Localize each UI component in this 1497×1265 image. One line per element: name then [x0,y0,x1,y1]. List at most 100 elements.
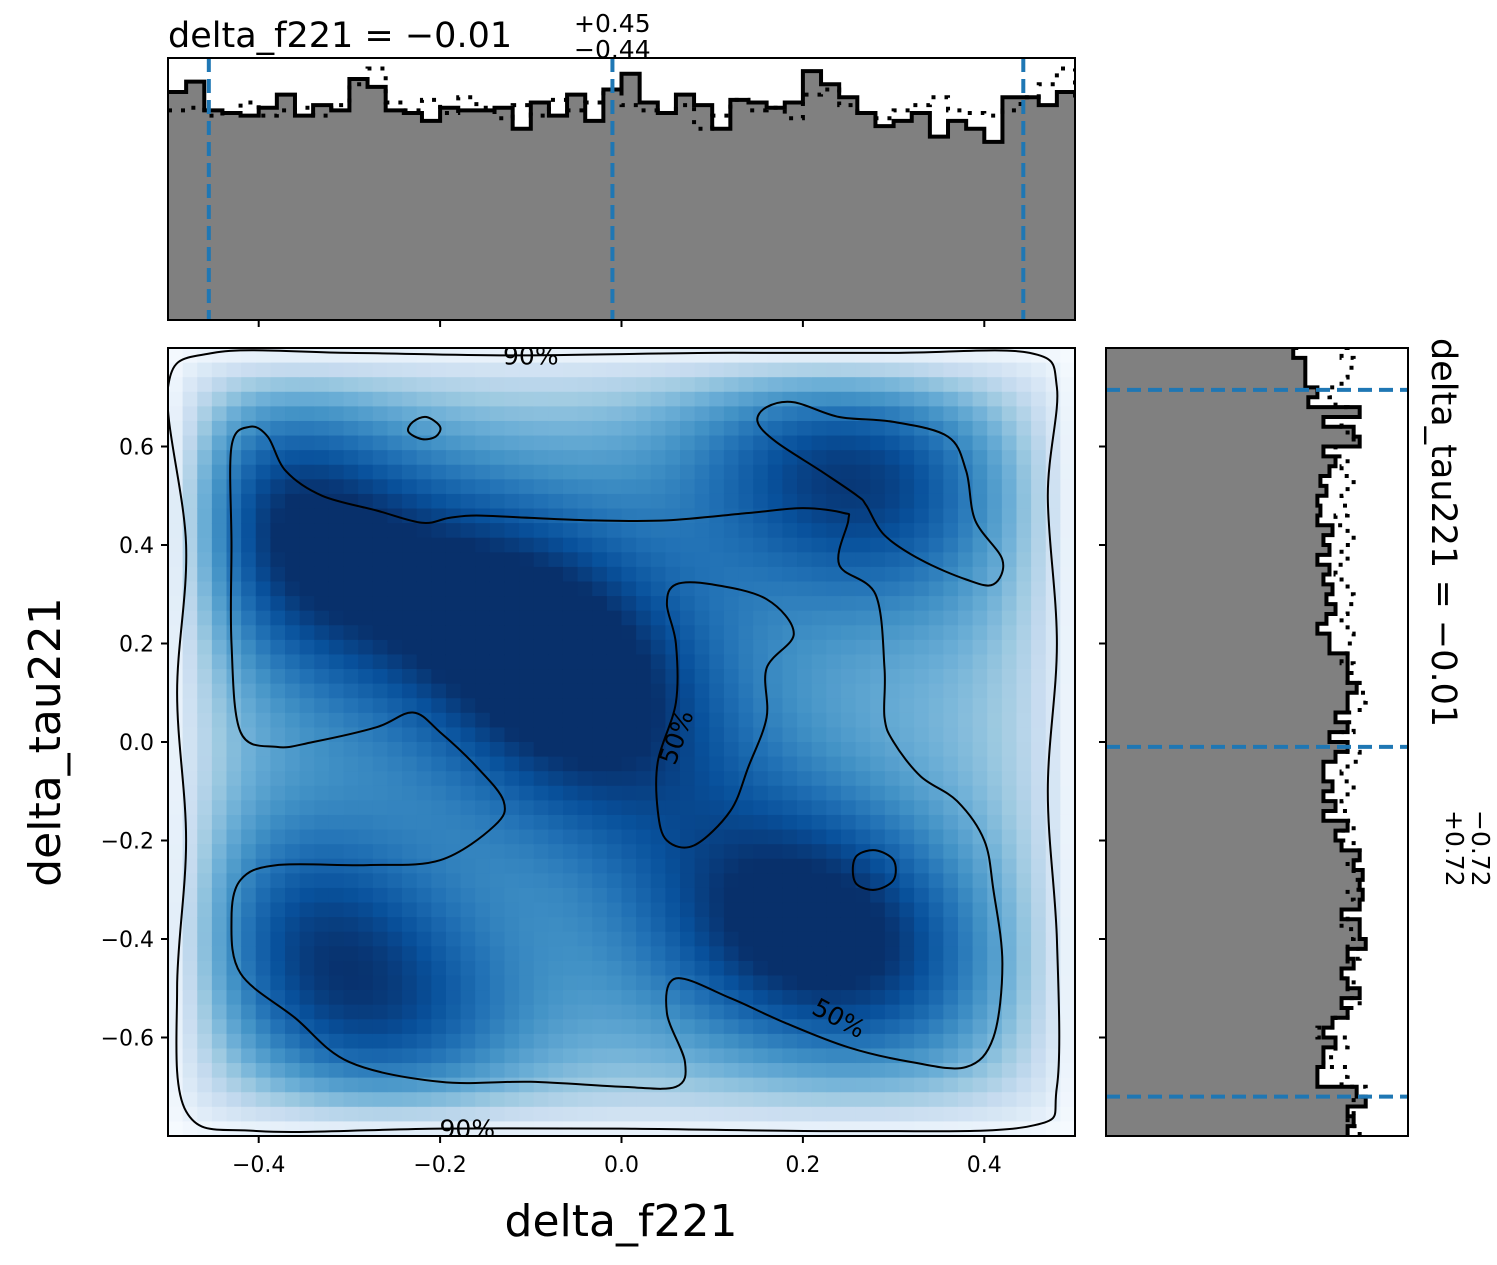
heatmap-cell [358,990,374,1006]
heatmap-cell [855,362,871,378]
heatmap-cell [519,625,535,641]
heatmap-cell [884,683,901,699]
heatmap-cell [943,800,959,816]
heatmap-cell [694,785,710,801]
heatmap-cell [914,800,930,816]
heatmap-cell [621,698,637,714]
heatmap-cell [182,625,198,641]
heatmap-cell [577,917,593,933]
heatmap-cell [1016,990,1032,1006]
heatmap-cell [431,917,447,933]
heatmap-cell [402,990,418,1006]
heatmap-cell [475,581,491,597]
heatmap-cell [709,1033,725,1050]
heatmap-cell [299,1019,315,1035]
heatmap-cell [445,654,462,670]
heatmap-cell [592,902,608,918]
heatmap-cell [548,1004,564,1020]
heatmap-cell [372,1019,389,1035]
heatmap-cell [767,800,784,816]
heatmap-cell [285,887,301,904]
heatmap-cell [533,552,549,568]
heatmap-cell [270,581,286,597]
heatmap-cell [197,771,213,787]
heatmap-cell [826,1004,842,1020]
heatmap-cell [182,1092,198,1108]
heatmap-cell [797,931,813,947]
heatmap-cell [533,785,549,801]
heatmap-cell [402,450,418,466]
heatmap-cell [372,946,389,962]
heatmap-cell [533,887,549,904]
heatmap-cell [416,523,432,539]
heatmap-cell [680,537,696,553]
heatmap-cell [884,1077,901,1093]
heatmap-cell [723,902,740,918]
heatmap-cell [562,654,579,670]
heatmap-cell [519,873,535,889]
heatmap-cell [870,537,886,553]
heatmap-cell [533,1092,549,1108]
heatmap-cell [211,1092,228,1108]
heatmap-cell [504,406,520,422]
heatmap-cell [855,917,871,933]
heatmap-cell [957,990,974,1006]
heatmap-cell [826,756,842,772]
heatmap-cell [840,727,857,743]
heatmap-cell [489,450,506,466]
heatmap-cell [680,902,696,918]
heatmap-cell [943,990,959,1006]
heatmap-cell [592,931,608,947]
heatmap-cell [636,785,652,801]
heatmap-cell [621,566,637,583]
heatmap-cell [562,581,579,597]
heatmap-cell [504,917,520,933]
heatmap-cell [899,464,915,480]
heatmap-cell [709,800,725,816]
heatmap-cell [972,1004,988,1020]
heatmap-cell [328,931,345,947]
heatmap-cell [1016,931,1032,947]
heatmap-cell [182,873,198,889]
heatmap-cell [987,742,1003,758]
heatmap-cell [489,596,506,612]
heatmap-cell [797,756,813,772]
heatmap-cell [972,493,988,510]
heatmap-cell [562,814,579,831]
heatmap-cell [358,1033,374,1050]
density-heatmap [168,348,1075,1136]
heatmap-cell [972,917,988,933]
heatmap-cell [416,479,432,495]
heatmap-cell [606,873,623,889]
heatmap-cell [957,1121,974,1136]
heatmap-cell [241,814,257,831]
heatmap-cell [694,391,710,407]
heatmap-cell [533,654,549,670]
heatmap-cell [723,975,740,991]
heatmap-cell [870,610,886,626]
heatmap-cell [914,756,930,772]
heatmap-cell [168,537,184,553]
heatmap-cell [475,523,491,539]
x-tick-label: −0.2 [413,1153,466,1178]
heatmap-cell [811,902,827,918]
heatmap-cell [621,537,637,553]
heatmap-cell [987,785,1003,801]
heatmap-cell [972,742,988,758]
heatmap-cell [694,1019,710,1035]
heatmap-cell [475,1063,491,1079]
heatmap-cell [343,1004,359,1020]
heatmap-cell [650,362,666,378]
heatmap-cell [299,362,315,378]
heatmap-cell [1001,435,1018,451]
heatmap-cell [972,946,988,962]
heatmap-cell [650,639,666,656]
heatmap-cell [358,435,374,451]
heatmap-cell [343,406,359,422]
heatmap-cell [533,1019,549,1035]
heatmap-cell [197,625,213,641]
heatmap-cell [738,902,754,918]
heatmap-cell [182,975,198,991]
heatmap-cell [840,712,857,729]
heatmap-cell [314,362,330,378]
